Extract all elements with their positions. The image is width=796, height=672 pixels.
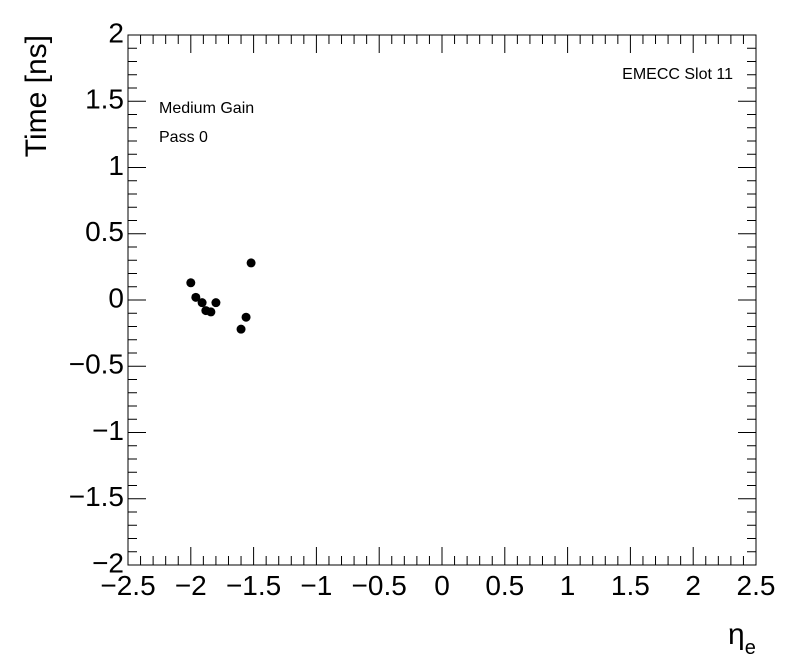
y-tick-label: 1.5 — [85, 84, 124, 115]
x-tick-label: 0 — [434, 570, 450, 601]
x-tick-label: 2 — [685, 570, 701, 601]
x-tick-label: −2 — [175, 570, 207, 601]
x-tick-label: 2.5 — [737, 570, 776, 601]
x-tick-label: 1.5 — [611, 570, 650, 601]
point — [191, 292, 201, 302]
y-tick-label: 2 — [108, 17, 124, 48]
y-tick-label: −1.5 — [69, 481, 124, 512]
x-axis-label-subscript: e — [745, 637, 756, 659]
y-tick-label: −1 — [92, 415, 124, 446]
x-tick-label: −1.5 — [226, 570, 281, 601]
y-axis-label: Time [ns] — [20, 35, 53, 157]
annotation: Pass 0 — [159, 129, 208, 146]
x-axis-label: ηe — [728, 618, 756, 659]
point — [246, 258, 256, 268]
point — [197, 298, 207, 308]
y-tick-label: −2 — [92, 547, 124, 578]
y-tick-label: 1 — [108, 150, 124, 181]
annotation: EMECC Slot 11 — [622, 66, 733, 83]
point — [206, 307, 216, 317]
y-tick-label: 0.5 — [85, 216, 124, 247]
x-tick-label: −1 — [300, 570, 332, 601]
x-tick-label: 0.5 — [485, 570, 524, 601]
x-tick-label: −2.5 — [100, 570, 155, 601]
annotation: Medium Gain — [159, 100, 254, 117]
x-axis-label-symbol: η — [728, 618, 745, 651]
point — [186, 278, 196, 288]
y-tick-label: −0.5 — [69, 349, 124, 380]
x-tick-label: 1 — [560, 570, 576, 601]
x-tick-label: −0.5 — [352, 570, 407, 601]
point — [241, 312, 251, 322]
y-tick-label: 0 — [108, 282, 124, 313]
point — [236, 324, 246, 334]
point — [211, 298, 221, 308]
